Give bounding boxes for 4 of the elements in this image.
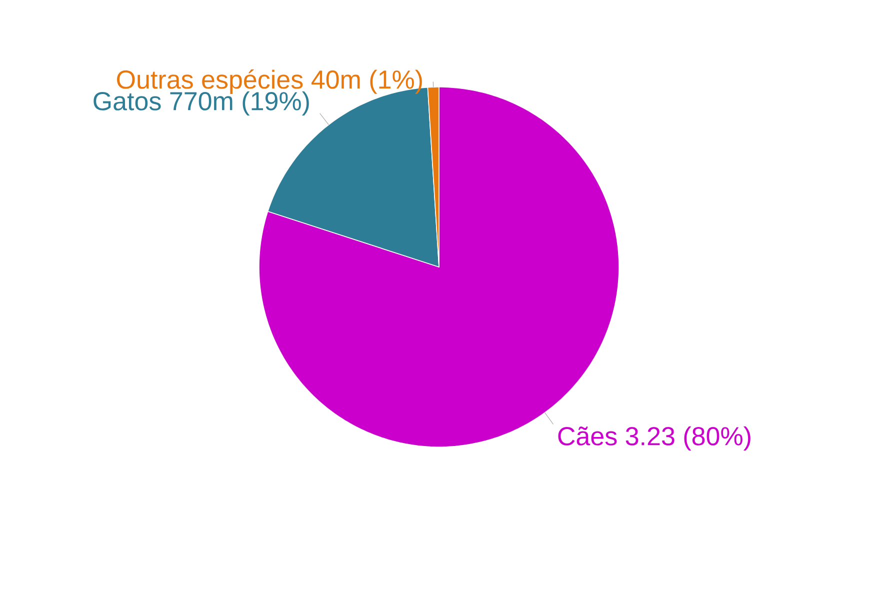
slice-label: Gatos bbox=[94, 92, 161, 110]
slice-label: Cães bbox=[558, 426, 617, 446]
data-label: 40m (1%) bbox=[311, 70, 422, 94]
data-label: 3.23 (80%) bbox=[626, 426, 750, 451]
